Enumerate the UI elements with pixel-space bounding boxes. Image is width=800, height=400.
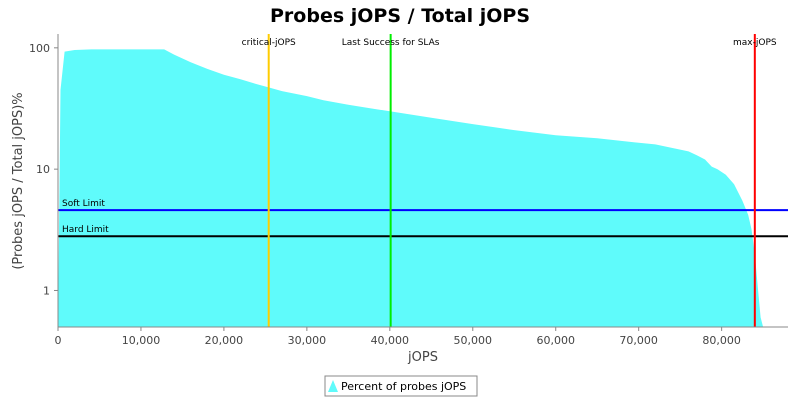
legend-box xyxy=(324,375,478,397)
chart-title: Probes jOPS / Total jOPS xyxy=(270,5,530,27)
x-ticks: 0 10,000 20,000 30,000 40,000 50,000 60,000 70,… xyxy=(55,327,741,347)
series-area xyxy=(58,49,764,328)
x-tick-label: 60,000 xyxy=(536,334,575,347)
x-tick-label: 50,000 xyxy=(454,334,493,347)
marker-label: max-jOPS xyxy=(733,38,777,48)
x-tick-label: 70,000 xyxy=(619,334,658,347)
x-tick-label: 40,000 xyxy=(371,334,410,347)
legend: Percent of probes jOPS xyxy=(324,375,478,397)
y-tick-label: 100 xyxy=(29,42,50,55)
x-axis-title: jOPS xyxy=(407,350,438,365)
threshold-layer: Soft Limit Hard Limit xyxy=(58,199,788,238)
marker-label: Last Success for SLAs xyxy=(342,38,440,48)
x-tick-label: 30,000 xyxy=(288,334,327,347)
y-ticks: 1 10 100 xyxy=(29,42,58,297)
area-layer xyxy=(58,49,764,328)
y-tick-label: 1 xyxy=(43,284,50,297)
marker-layer: critical-jOPS Last Success for SLAs max-jO… xyxy=(242,34,777,327)
y-axis-title: (Probes jOPS / Total jOPS)% xyxy=(11,92,26,269)
y-tick-label: 10 xyxy=(36,163,50,176)
x-tick-label: 20,000 xyxy=(205,334,244,347)
marker-label: critical-jOPS xyxy=(242,38,296,48)
x-tick-label: 10,000 xyxy=(122,334,161,347)
threshold-label: Hard Limit xyxy=(62,225,109,235)
x-tick-label: 80,000 xyxy=(702,334,741,347)
legend-label: Percent of probes jOPS xyxy=(341,380,466,393)
legend-swatch-icon xyxy=(328,380,338,392)
x-tick-label: 0 xyxy=(55,334,62,347)
threshold-label: Soft Limit xyxy=(62,199,105,209)
